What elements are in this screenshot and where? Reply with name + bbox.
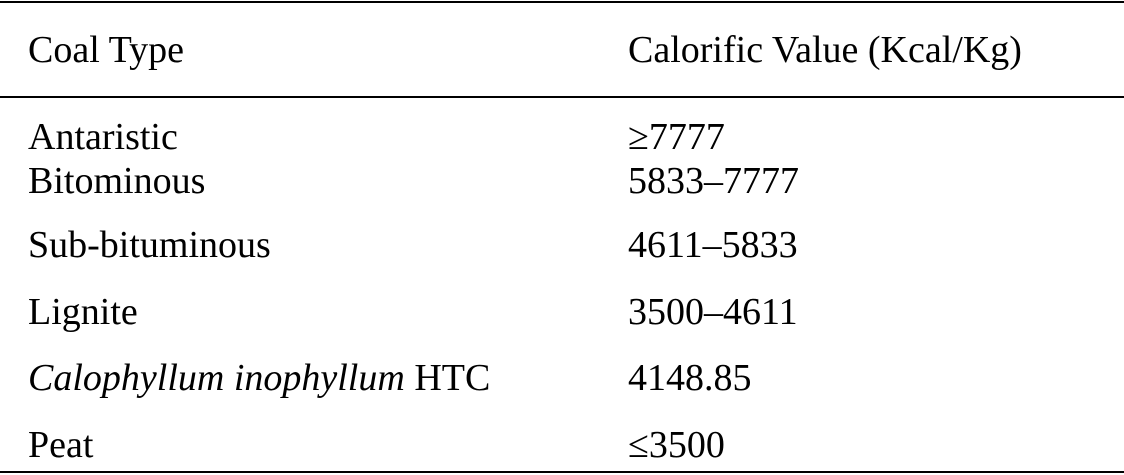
cell: Bitominous	[28, 160, 206, 202]
header-rule	[0, 96, 1124, 98]
bottom-rule	[0, 471, 1124, 473]
header-cell: Coal Type	[28, 29, 185, 71]
cell: Peat	[28, 424, 94, 466]
header-cell: Calorific Value (Kcal/Kg)	[628, 29, 1022, 71]
cell: 4611–5833	[628, 224, 798, 266]
cell: Sub-bituminous	[28, 224, 271, 266]
species-name: Calophyllum inophyllum	[28, 357, 405, 399]
cell: Calophyllum inophyllum HTC	[28, 359, 490, 397]
cell: 5833–7777	[628, 160, 799, 202]
cell: ≤3500	[628, 424, 725, 466]
top-rule	[0, 1, 1124, 3]
cell: ≥7777	[628, 116, 725, 158]
cell: 3500–4611	[628, 291, 798, 333]
cell: Lignite	[28, 291, 138, 333]
cell: 4148.85	[628, 357, 752, 399]
cell-text: HTC	[414, 357, 491, 399]
cell: Antaristic	[28, 116, 178, 158]
